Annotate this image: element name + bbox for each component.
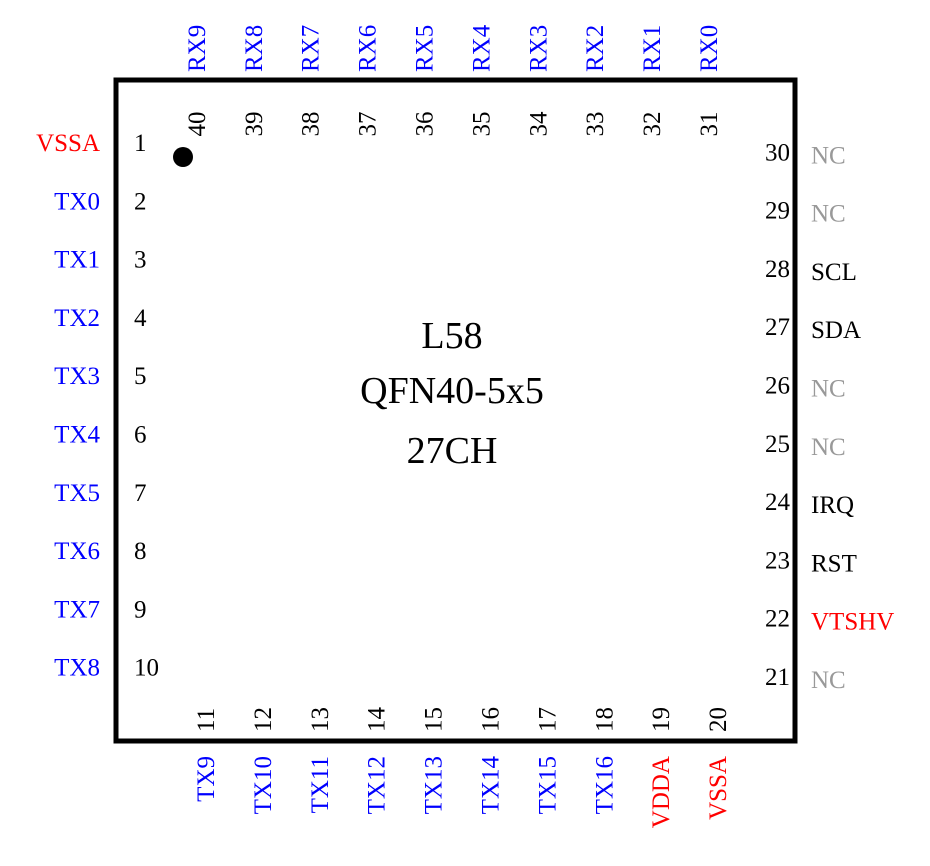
pin-label-1: VSSA [36, 130, 100, 157]
pin-number-15: 15 [421, 707, 448, 732]
pin-number-10: 10 [134, 655, 159, 682]
pin-number-39: 39 [241, 112, 268, 137]
pin-label-18: TX16 [591, 756, 618, 814]
pin-label-5: TX3 [54, 363, 100, 390]
pin-number-17: 17 [534, 707, 561, 732]
pin-label-39: RX8 [241, 25, 268, 72]
pin-number-30: 30 [765, 139, 790, 166]
pin-label-17: TX15 [534, 756, 561, 814]
pin1-marker-dot [173, 147, 193, 167]
pin-number-27: 27 [765, 314, 790, 341]
pin-number-19: 19 [648, 707, 675, 732]
pin-number-31: 31 [696, 112, 723, 137]
pin-label-23: RST [811, 550, 857, 577]
pin-label-2: TX0 [54, 188, 100, 215]
pin-number-22: 22 [765, 606, 790, 633]
pin-label-12: TX10 [250, 756, 277, 814]
pin-label-8: TX6 [54, 538, 100, 565]
chip-body [113, 77, 798, 744]
pin-label-4: TX2 [54, 305, 100, 332]
pin-label-36: RX5 [412, 25, 439, 72]
pin-label-27: SDA [811, 317, 861, 344]
pin-label-30: NC [811, 142, 846, 169]
pin-label-14: TX12 [364, 756, 391, 814]
pin-number-21: 21 [765, 664, 790, 691]
pin-label-9: TX7 [54, 596, 100, 623]
pin-number-37: 37 [355, 112, 382, 137]
pin-label-34: RX3 [525, 25, 552, 72]
pin-label-35: RX4 [468, 24, 495, 72]
chip-line-2: QFN40-5x5 [360, 370, 544, 412]
pin-label-24: IRQ [811, 492, 854, 519]
pin-number-28: 28 [765, 256, 790, 283]
pin-number-12: 12 [250, 707, 277, 732]
pin-label-13: TX11 [307, 756, 334, 813]
pin-number-9: 9 [134, 596, 147, 623]
pin-number-26: 26 [765, 373, 790, 400]
pin-number-3: 3 [134, 247, 147, 274]
pin-label-28: SCL [811, 259, 857, 286]
pin-number-13: 13 [307, 707, 334, 732]
pin-number-29: 29 [765, 198, 790, 225]
pin-number-1: 1 [134, 130, 147, 157]
pin-number-33: 33 [582, 112, 609, 137]
pin-label-26: NC [811, 376, 846, 403]
pin-number-34: 34 [525, 111, 552, 137]
pin-number-2: 2 [134, 188, 147, 215]
pin-number-16: 16 [478, 707, 505, 732]
pin-label-19: VDDA [648, 756, 675, 828]
pin-label-25: NC [811, 434, 846, 461]
pin-number-5: 5 [134, 363, 147, 390]
pin-number-24: 24 [765, 489, 791, 516]
pin-label-37: RX6 [355, 25, 382, 72]
pin-number-18: 18 [591, 707, 618, 732]
pin-label-40: RX9 [184, 25, 211, 72]
pin-label-11: TX9 [193, 756, 220, 802]
pin-number-20: 20 [705, 707, 732, 732]
pin-number-35: 35 [468, 112, 495, 137]
pin-label-33: RX2 [582, 25, 609, 72]
pin-number-14: 14 [364, 707, 391, 733]
pin-label-10: TX8 [54, 655, 100, 682]
pin-number-8: 8 [134, 538, 147, 565]
pin-number-23: 23 [765, 547, 790, 574]
pin-number-7: 7 [134, 480, 147, 507]
pin-label-20: VSSA [705, 756, 732, 820]
pin-number-11: 11 [193, 708, 220, 732]
pin-label-7: TX5 [54, 480, 100, 507]
pin-label-22: VTSHV [811, 609, 894, 636]
chip-line-3: 27CH [407, 430, 498, 472]
pin-label-32: RX1 [639, 25, 666, 72]
pin-number-38: 38 [298, 112, 325, 137]
pin-label-38: RX7 [298, 25, 325, 72]
pin-label-16: TX14 [478, 756, 505, 815]
pin-label-31: RX0 [696, 25, 723, 72]
pin-label-21: NC [811, 667, 846, 694]
pin-number-4: 4 [134, 305, 147, 332]
chip-line-1: L58 [421, 315, 482, 357]
pin-number-40: 40 [184, 112, 211, 137]
pin-number-25: 25 [765, 431, 790, 458]
pin-label-29: NC [811, 201, 846, 228]
pin-number-6: 6 [134, 422, 147, 449]
pin-label-3: TX1 [54, 247, 100, 274]
pin-number-32: 32 [639, 112, 666, 137]
pin-label-6: TX4 [54, 422, 100, 449]
pin-number-36: 36 [412, 112, 439, 137]
pin-label-15: TX13 [421, 756, 448, 814]
